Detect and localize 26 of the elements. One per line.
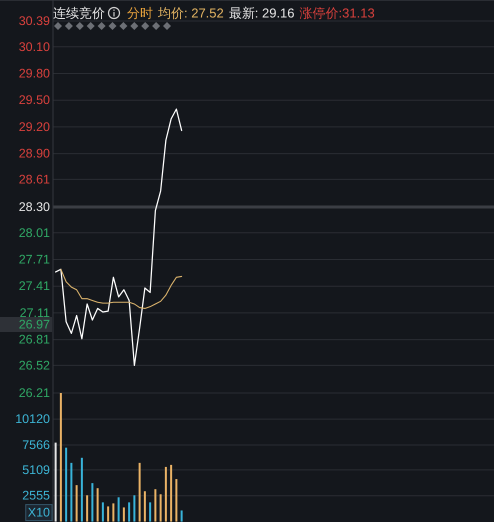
y-tick-label: 5109 [22,462,50,477]
y-tick-label: 29.80 [18,66,50,80]
y-tick-label: 27.11 [20,306,50,320]
title: 连续竞价 [53,6,105,20]
ylabel: X10 [28,506,50,520]
annotation: 涨停价:31.13 [300,6,375,20]
y-tick-label: 28.01 [18,226,50,240]
y-tick-label: 10120 [15,412,50,426]
y-tick-label: 26.81 [18,332,50,347]
y-tick-label: 29.50 [18,93,50,108]
annotation: 均价: 27.52 [158,6,224,20]
y-tick-label: 28.30 [18,200,50,214]
y-tick-label: 2555 [22,488,50,503]
y-tick-label: 28.61 [18,172,50,186]
y-tick-label: 26.21 [18,386,50,400]
y-tick-label: 27.41 [18,279,50,294]
y-tick-label: 28.90 [18,146,50,161]
y-tick-label: 27.71 [18,252,50,266]
annotation: 最新: 29.16 [228,6,295,20]
y-tick-label: 7566 [22,438,50,452]
y-tick-label: 29.20 [18,120,50,134]
y-tick-label: 30.10 [18,40,50,54]
y-tick-label: 26.52 [18,358,50,372]
annotation: 26.97 [18,318,50,332]
annotation: 分时 [127,6,153,20]
y-tick-label: 30.39 [18,14,50,28]
